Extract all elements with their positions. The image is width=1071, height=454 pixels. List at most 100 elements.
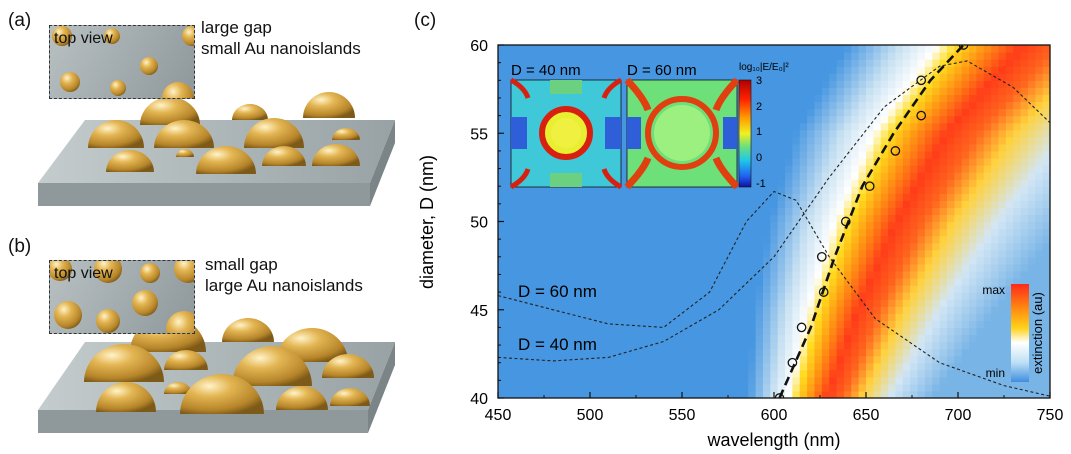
heatmap-cell [924,285,933,293]
heatmap-cell [534,313,543,321]
heatmap-cell [777,52,786,60]
heatmap-cell [1020,228,1029,237]
heatmap-cell [932,249,941,258]
heatmap-cell [799,242,808,251]
heatmap-cell [961,313,970,321]
heatmap-cell [733,73,742,81]
heatmap-cell [527,320,536,328]
heatmap-cell [895,320,904,328]
heatmap-cell [512,235,521,244]
heatmap-cell [652,249,661,258]
heatmap-cell [682,369,690,378]
heatmap-cell [917,136,926,145]
heatmap-cell [836,383,845,392]
heatmap-cell [498,59,506,67]
heatmap-cell [755,306,764,314]
heatmap-cell [829,73,838,81]
data-point [840,216,851,227]
heatmap-cell [762,80,771,88]
x-tick-label: 700 [945,407,972,424]
heatmap-cell [880,383,889,392]
heatmap-cell [1035,115,1044,124]
heatmap-cell [770,87,779,96]
heatmap-cell [976,299,985,307]
heatmap-cell [1020,186,1029,194]
heatmap-cell [593,256,602,265]
heatmap-cell [939,143,948,152]
heatmap-cell [851,214,860,223]
heatmap-cell [593,59,602,67]
heatmap-cell [512,383,521,392]
heatmap-cell [674,334,683,343]
heatmap-cell [534,207,543,216]
heatmap-cell [755,101,764,110]
heatmap-cell [1035,186,1044,194]
heatmap-cell [534,348,543,357]
heatmap-cell [983,150,992,159]
heatmap-cell [829,179,838,187]
heatmap-cell [704,256,713,265]
heatmap-cell [880,320,889,328]
heatmap-cell [851,150,860,159]
heatmap-cell [932,285,941,293]
heatmap-cell [976,214,985,223]
heatmap-cell [549,59,558,67]
heatmap-cell [755,207,764,216]
heatmap-cell [520,383,529,392]
heatmap-cell [652,383,661,392]
heatmap-cell [969,129,977,138]
heatmap-cell [939,165,948,173]
heatmap-cell [866,172,874,180]
heatmap-cell [777,320,786,328]
heatmap-cell [917,73,926,81]
heatmap-cell [873,320,882,328]
heatmap-cell [527,292,536,300]
heatmap-cell [667,207,676,216]
heatmap-cell [534,249,543,258]
heatmap-cell [659,362,668,371]
heatmap-cell [659,235,668,244]
heatmap-cell [983,228,992,237]
heatmap-cell [733,270,742,279]
heatmap-cell [917,263,926,272]
heatmap-cell [932,66,941,74]
heatmap-cell [851,292,860,300]
heatmap-cell [969,327,977,336]
heatmap-cell [556,263,565,272]
heatmap-cell [785,292,793,300]
heatmap-cell [873,172,882,180]
heatmap-cell [799,179,808,187]
nanoislands-a [88,92,360,174]
heatmap-cell [785,256,793,265]
heatmap-cell [829,369,838,378]
heatmap-cell [792,122,801,131]
heatmap-cell [821,313,830,321]
heatmap-cell [601,376,609,385]
heatmap-cell [998,87,1007,96]
heatmap-cell [807,242,816,251]
heatmap-cell [939,52,948,60]
heatmap-cell [946,80,955,88]
heatmap-cell [1005,299,1014,307]
heatmap-cell [505,193,514,201]
heatmap-cell [1005,136,1014,145]
heatmap-cell [733,87,742,96]
heatmap-cell [910,228,919,237]
heatmap-cell [777,122,786,131]
heatmap-cell [674,207,683,216]
heatmap-cell [520,249,529,258]
heatmap-cell [807,73,816,81]
heatmap-cell [608,263,617,272]
heatmap-cell [843,115,852,124]
heatmap-cell [593,306,602,314]
heatmap-cell [1042,200,1050,208]
heatmap-cell [527,376,536,385]
heatmap-cell [1020,383,1029,392]
heatmap-cell [534,186,543,194]
heatmap-cell [740,66,749,74]
heatmap-cell [895,383,904,392]
heatmap-cell [946,341,955,350]
heatmap-cell [505,334,514,343]
heatmap-cell [755,277,764,286]
heatmap-cell [969,186,977,194]
